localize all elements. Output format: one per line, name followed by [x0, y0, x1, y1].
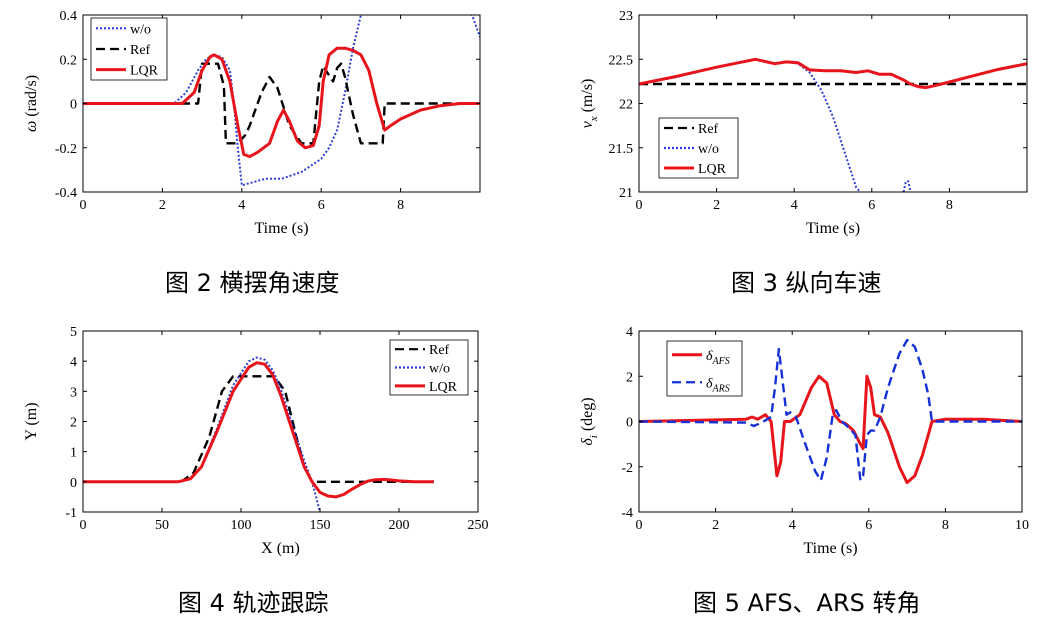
legend-label: Ref [429, 343, 450, 358]
y-axis-label: δi (deg) [579, 397, 600, 445]
y-tick-label: 0 [70, 476, 77, 491]
x-tick-label: 2 [159, 198, 166, 213]
x-axis-label: Time (s) [806, 220, 860, 237]
y-tick-label: 2 [626, 370, 633, 385]
series-group [639, 57, 1027, 192]
y-tick-label: 5 [70, 325, 77, 340]
x-tick-label: 4 [238, 198, 245, 213]
x-tick-label: 200 [389, 518, 410, 533]
y-tick-label: 22.5 [609, 53, 634, 68]
series-group [83, 15, 480, 187]
y-tick-label: 4 [626, 325, 633, 340]
y-tick-label: -0.4 [55, 186, 77, 201]
x-tick-label: 0 [80, 518, 87, 533]
x-tick-label: 0 [636, 518, 643, 533]
legend-label: w/o [429, 362, 450, 377]
chart-3: 0 2 4 6 8 21 21.5 22 22.5 23 Time (s) vx (m/s) Ref w/… [579, 9, 1028, 237]
caption-figure-5: 图 5 AFS、ARS 转角 [693, 589, 921, 617]
y-tick-label: 21.5 [609, 142, 634, 157]
x-tick-label: 2 [713, 198, 720, 213]
legend: w/o Ref LQR [90, 17, 168, 81]
legend-label: LQR [698, 162, 727, 177]
y-tick-label: 0 [626, 416, 633, 431]
series-line [83, 361, 434, 499]
x-tick-label: 8 [946, 198, 953, 213]
series-group [639, 338, 1022, 485]
y-tick-label: 0.4 [60, 9, 78, 24]
series-line [83, 62, 480, 145]
legend-label: w/o [130, 22, 151, 37]
y-tick-label: 21 [619, 186, 633, 201]
legend-label: Ref [130, 43, 151, 58]
x-axis-label: Time (s) [254, 220, 308, 237]
x-tick-label: 4 [791, 198, 798, 213]
y-tick-label: 4 [70, 355, 77, 370]
series-group [83, 356, 434, 512]
y-tick-label: -0.2 [55, 142, 77, 157]
x-axis-label: X (m) [261, 540, 300, 557]
series-line [83, 356, 321, 512]
series-line [83, 375, 434, 483]
x-tick-label: 6 [865, 518, 872, 533]
legend: Ref w/o LQR [658, 117, 739, 179]
y-tick-label: 0.2 [60, 53, 78, 68]
legend-label: δAFS [706, 349, 730, 367]
series-line [902, 180, 912, 192]
legend-label: LQR [429, 380, 458, 395]
x-axis-label: Time (s) [803, 540, 857, 557]
y-tick-label: 22 [619, 98, 633, 113]
caption-figure-4: 图 4 轨迹跟踪 [178, 589, 329, 617]
y-tick-label: 2 [70, 416, 77, 431]
y-axis-label: Y (m) [23, 402, 40, 440]
series-line [639, 338, 1022, 482]
x-tick-label: 150 [310, 518, 331, 533]
y-tick-label: 1 [70, 446, 77, 461]
series-line [639, 58, 861, 192]
y-tick-label: -4 [621, 506, 633, 521]
y-axis-label: ω (rad/s) [23, 75, 40, 132]
x-tick-label: 0 [636, 198, 643, 213]
y-tick-label: 3 [70, 385, 77, 400]
y-tick-label: -2 [621, 461, 633, 476]
x-tick-label: 6 [318, 198, 325, 213]
y-axis-label: vx (m/s) [579, 79, 600, 129]
x-tick-label: 2 [712, 518, 719, 533]
x-tick-label: 0 [80, 198, 87, 213]
series-line [639, 374, 1022, 485]
series-line [639, 57, 1027, 90]
x-tick-label: 250 [468, 518, 489, 533]
x-tick-label: 8 [397, 198, 404, 213]
y-tick-label: -1 [65, 506, 77, 521]
caption-figure-3: 图 3 纵向车速 [731, 269, 882, 297]
x-tick-label: 100 [231, 518, 252, 533]
series-line [83, 46, 480, 159]
x-tick-label: 50 [155, 518, 169, 533]
legend-label: Ref [698, 122, 719, 137]
chart-5: 0 2 4 6 8 10 -4 -2 0 2 4 Time (s) δi (deg) δAFS δARS [579, 325, 1029, 557]
legend-label: LQR [130, 64, 159, 79]
legend: Ref w/o LQR [389, 339, 469, 396]
y-tick-label: 0 [70, 98, 77, 113]
legend-box [666, 340, 743, 397]
caption-figure-2: 图 2 横摆角速度 [165, 269, 340, 297]
x-tick-label: 8 [942, 518, 949, 533]
legend: δAFS δARS [666, 340, 743, 397]
x-tick-label: 10 [1015, 518, 1029, 533]
legend-label: w/o [698, 142, 719, 157]
x-tick-label: 4 [789, 518, 796, 533]
legend-label: δARS [706, 376, 730, 394]
x-tick-label: 6 [868, 198, 875, 213]
y-tick-label: 23 [619, 9, 633, 24]
chart-2: 0 2 4 6 8 -0.4 -0.2 0 0.2 0.4 Time (s) ω (rad/s) w/o… [23, 9, 481, 237]
